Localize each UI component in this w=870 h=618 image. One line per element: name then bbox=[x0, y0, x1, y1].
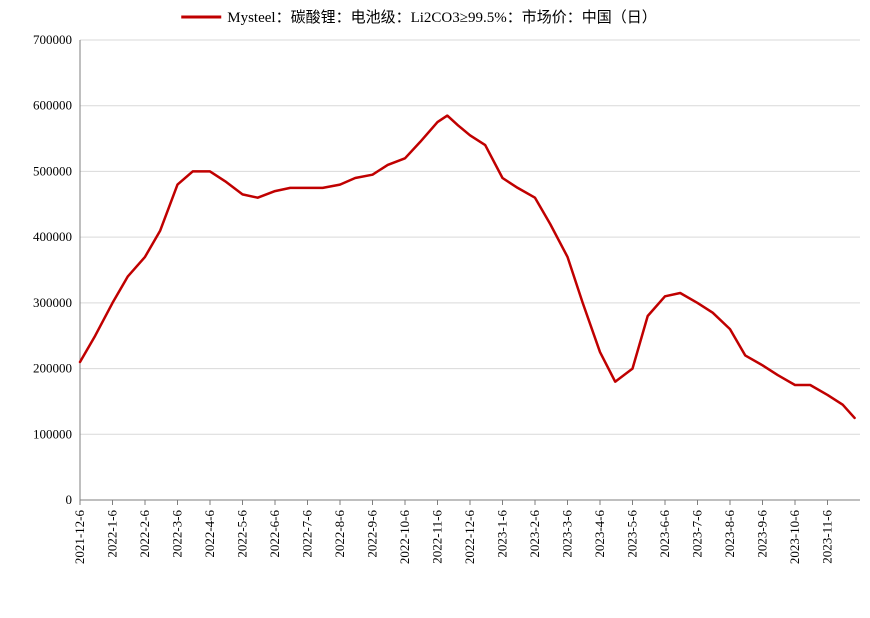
x-tick-label: 2023-1-6 bbox=[495, 510, 510, 558]
x-tick-label: 2021-12-6 bbox=[72, 510, 87, 565]
x-tick-label: 2023-4-6 bbox=[592, 510, 607, 558]
x-tick-label: 2022-7-6 bbox=[300, 510, 315, 558]
x-tick-label: 2023-9-6 bbox=[755, 510, 770, 558]
x-tick-label: 2022-2-6 bbox=[137, 510, 152, 558]
y-tick-label: 0 bbox=[66, 492, 73, 507]
x-tick-label: 2022-1-6 bbox=[105, 510, 120, 558]
x-tick-label: 2022-8-6 bbox=[332, 510, 347, 558]
y-tick-label: 600000 bbox=[33, 98, 72, 113]
x-tick-label: 2023-7-6 bbox=[690, 510, 705, 558]
x-tick-label: 2023-11-6 bbox=[820, 510, 835, 564]
x-tick-label: 2022-5-6 bbox=[235, 510, 250, 558]
x-tick-label: 2023-2-6 bbox=[527, 510, 542, 558]
y-tick-label: 200000 bbox=[33, 361, 72, 376]
x-tick-label: 2022-4-6 bbox=[202, 510, 217, 558]
y-tick-label: 400000 bbox=[33, 229, 72, 244]
y-tick-label: 300000 bbox=[33, 295, 72, 310]
x-tick-label: 2023-10-6 bbox=[787, 510, 802, 565]
legend-label: Mysteel：碳酸锂：电池级：Li2CO3≥99.5%：市场价：中国（日） bbox=[227, 9, 656, 26]
x-tick-label: 2022-6-6 bbox=[267, 510, 282, 558]
y-tick-label: 700000 bbox=[33, 32, 72, 47]
x-tick-label: 2022-9-6 bbox=[365, 510, 380, 558]
y-tick-label: 100000 bbox=[33, 426, 72, 441]
x-tick-label: 2022-3-6 bbox=[170, 510, 185, 558]
x-tick-label: 2023-6-6 bbox=[657, 510, 672, 558]
x-tick-label: 2023-5-6 bbox=[625, 510, 640, 558]
x-tick-label: 2023-3-6 bbox=[560, 510, 575, 558]
line-chart: 0 100000 200000 300000 400000 500000 600000 700… bbox=[0, 0, 870, 618]
x-tick-label: 2022-12-6 bbox=[462, 510, 477, 565]
x-tick-label: 2022-10-6 bbox=[397, 510, 412, 565]
y-tick-label: 500000 bbox=[33, 163, 72, 178]
x-tick-label: 2023-8-6 bbox=[722, 510, 737, 558]
chart-svg: 0 100000 200000 300000 400000 500000 600000 700… bbox=[0, 0, 870, 618]
x-tick-label: 2022-11-6 bbox=[430, 510, 445, 564]
